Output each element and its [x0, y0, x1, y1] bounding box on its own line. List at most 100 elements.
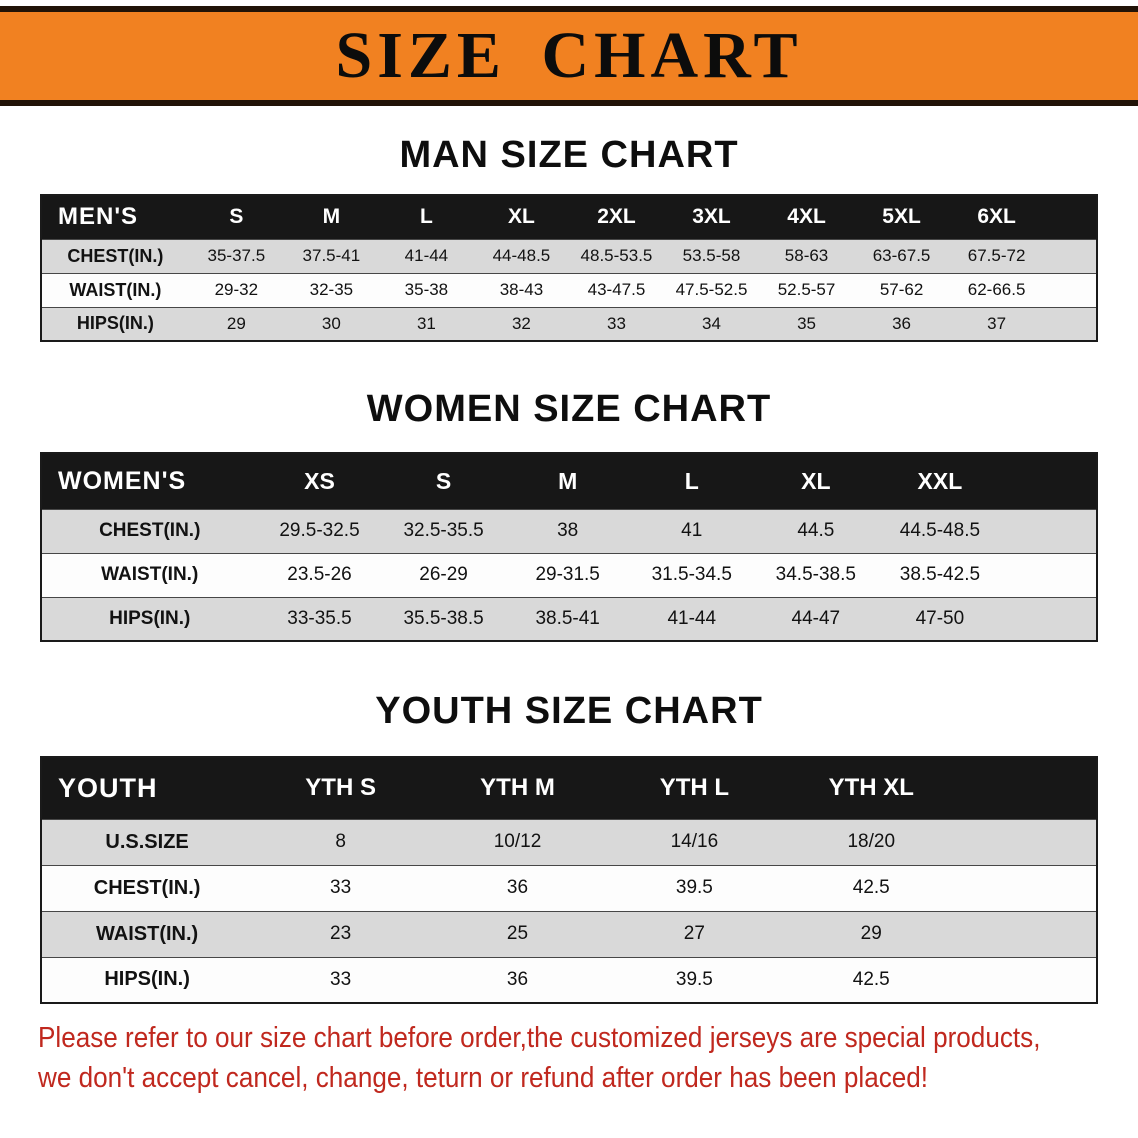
men-cell: 57-62 — [854, 272, 950, 307]
men-section-heading: MAN SIZE CHART — [399, 134, 739, 176]
men-chest-row: CHEST(IN.) 35-37.5 37.5-41 41-44 44-48.5… — [41, 238, 1097, 273]
men-size-table: MEN'S S M L XL 2XL 3XL 4XL 5XL 6XL CHEST… — [40, 194, 1098, 342]
women-chest-row: CHEST(IN.) 29.5-32.5 32.5-35.5 38 41 44.… — [41, 508, 1097, 553]
women-cell: 29.5-32.5 — [257, 508, 382, 553]
youth-cell: 18/20 — [782, 818, 960, 865]
men-cell: 31 — [378, 306, 474, 341]
youth-col-header: YTH M — [480, 774, 555, 802]
spacer-cell — [959, 864, 1097, 911]
men-cell: 37 — [949, 306, 1045, 341]
women-table-label: WOMEN'S — [58, 466, 187, 495]
youth-chest-row: CHEST(IN.) 33 36 39.5 42.5 — [41, 864, 1097, 911]
women-cell: 31.5-34.5 — [629, 552, 754, 597]
youth-cell: 36 — [429, 864, 606, 911]
spacer-cell — [1044, 195, 1097, 239]
men-cell: 44-48.5 — [473, 238, 569, 273]
men-cell: 34 — [663, 306, 760, 341]
men-col-header: L — [419, 205, 433, 229]
men-cell: 32 — [473, 306, 569, 341]
women-col-header: L — [684, 467, 699, 494]
men-cell: 35-37.5 — [188, 238, 284, 273]
women-hips-row: HIPS(IN.) 33-35.5 35.5-38.5 38.5-41 41-4… — [41, 596, 1097, 641]
spacer-cell — [1001, 596, 1097, 641]
women-cell: 32.5-35.5 — [381, 508, 506, 553]
youth-cell: 39.5 — [605, 956, 783, 1003]
men-cell: 53.5-58 — [663, 238, 760, 273]
row-label: WAIST(IN.) — [41, 910, 253, 957]
women-cell: 44.5-48.5 — [877, 508, 1002, 553]
men-col-header: 5XL — [882, 205, 921, 229]
women-cell: 38.5-42.5 — [877, 552, 1002, 597]
row-label: WAIST(IN.) — [41, 272, 189, 307]
men-table-label: MEN'S — [58, 203, 139, 231]
men-col-header: 4XL — [787, 205, 826, 229]
youth-cell: 42.5 — [782, 956, 960, 1003]
men-cell: 47.5-52.5 — [663, 272, 760, 307]
men-cell: 35-38 — [378, 272, 474, 307]
women-col-header: XL — [801, 467, 831, 494]
youth-cell: 36 — [429, 956, 606, 1003]
youth-cell: 27 — [605, 910, 783, 957]
men-cell: 63-67.5 — [854, 238, 950, 273]
women-cell: 41-44 — [629, 596, 754, 641]
youth-header-row: YOUTH YTH S YTH M YTH L YTH XL — [41, 757, 1097, 819]
row-label: WAIST(IN.) — [41, 552, 258, 597]
women-col-header: S — [435, 467, 452, 494]
men-cell: 67.5-72 — [949, 238, 1045, 273]
women-col-header: M — [558, 467, 578, 494]
row-label: HIPS(IN.) — [41, 956, 253, 1003]
youth-size-table: YOUTH YTH S YTH M YTH L YTH XL U.S.SIZE … — [40, 756, 1098, 1004]
women-section-heading: WOMEN SIZE CHART — [366, 388, 772, 430]
youth-cell: 39.5 — [605, 864, 783, 911]
spacer-cell — [1044, 238, 1097, 273]
spacer-cell — [959, 910, 1097, 957]
men-cell: 32-35 — [283, 272, 379, 307]
spacer-cell — [1001, 508, 1097, 553]
women-cell: 33-35.5 — [257, 596, 382, 641]
women-waist-row: WAIST(IN.) 23.5-26 26-29 29-31.5 31.5-34… — [41, 552, 1097, 597]
row-label: HIPS(IN.) — [41, 306, 189, 341]
youth-col-header: YTH S — [305, 774, 376, 802]
footer-line1: Please refer to our size chart before or… — [38, 1022, 1041, 1054]
row-label: CHEST(IN.) — [41, 238, 189, 273]
women-cell: 41 — [629, 508, 754, 553]
spacer-cell — [959, 956, 1097, 1003]
size-chart-banner: SIZE CHART — [0, 6, 1138, 106]
women-col-header: XS — [304, 467, 335, 494]
men-col-header: 3XL — [692, 205, 731, 229]
youth-cell: 14/16 — [605, 818, 783, 865]
banner-title: SIZE CHART — [335, 19, 803, 92]
row-label: U.S.SIZE — [41, 818, 253, 865]
women-cell: 35.5-38.5 — [381, 596, 506, 641]
youth-cell: 33 — [252, 864, 430, 911]
spacer-cell — [960, 757, 1097, 819]
women-cell: 47-50 — [877, 596, 1002, 641]
youth-cell: 33 — [252, 956, 430, 1003]
row-label: CHEST(IN.) — [41, 864, 253, 911]
men-col-header: 2XL — [597, 205, 636, 229]
youth-cell: 25 — [429, 910, 606, 957]
women-cell: 38.5-41 — [505, 596, 630, 641]
youth-cell: 42.5 — [782, 864, 960, 911]
women-header-row: WOMEN'S XS S M L XL XXL — [41, 453, 1097, 509]
footer-line2: we don't accept cancel, change, teturn o… — [38, 1062, 929, 1094]
spacer-cell — [1044, 306, 1097, 341]
men-header-row: MEN'S S M L XL 2XL 3XL 4XL 5XL 6XL — [41, 195, 1097, 239]
youth-col-header: YTH L — [659, 774, 730, 802]
women-cell: 44.5 — [753, 508, 878, 553]
women-cell: 23.5-26 — [257, 552, 382, 597]
men-col-header: M — [322, 205, 341, 229]
women-cell: 26-29 — [381, 552, 506, 597]
men-cell: 58-63 — [759, 238, 855, 273]
men-cell: 62-66.5 — [949, 272, 1045, 307]
footer-note: Please refer to our size chart before or… — [38, 1018, 1041, 1098]
men-cell: 35 — [759, 306, 855, 341]
row-label: HIPS(IN.) — [41, 596, 258, 641]
men-cell: 29-32 — [188, 272, 284, 307]
youth-waist-row: WAIST(IN.) 23 25 27 29 — [41, 910, 1097, 957]
men-cell: 36 — [854, 306, 950, 341]
men-cell: 30 — [283, 306, 379, 341]
men-col-header: 6XL — [977, 205, 1016, 229]
spacer-cell — [1001, 552, 1097, 597]
men-col-header: S — [229, 205, 244, 229]
